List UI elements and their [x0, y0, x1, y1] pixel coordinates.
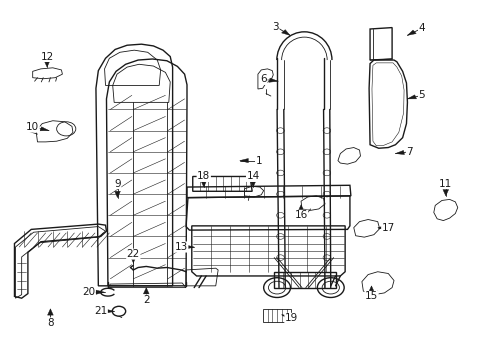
- Polygon shape: [407, 95, 416, 99]
- Text: 3: 3: [272, 22, 278, 32]
- Bar: [262, 310, 290, 322]
- Polygon shape: [40, 127, 49, 131]
- Text: 4: 4: [418, 23, 424, 33]
- Polygon shape: [281, 315, 290, 320]
- Polygon shape: [407, 30, 415, 35]
- Polygon shape: [143, 288, 149, 294]
- Polygon shape: [268, 78, 278, 82]
- Text: 18: 18: [197, 171, 210, 181]
- Polygon shape: [44, 61, 50, 67]
- Text: 8: 8: [47, 318, 54, 328]
- Text: 17: 17: [381, 222, 394, 233]
- Polygon shape: [185, 245, 194, 249]
- Polygon shape: [47, 309, 53, 315]
- Polygon shape: [395, 150, 404, 154]
- Text: 9: 9: [114, 179, 121, 189]
- Text: 7: 7: [406, 147, 412, 157]
- Polygon shape: [377, 225, 386, 230]
- Text: 10: 10: [26, 122, 39, 132]
- Polygon shape: [96, 290, 104, 294]
- Polygon shape: [281, 30, 289, 35]
- Polygon shape: [298, 205, 304, 211]
- Polygon shape: [114, 191, 120, 198]
- Text: 22: 22: [126, 249, 140, 259]
- Polygon shape: [368, 286, 374, 292]
- Text: 2: 2: [142, 295, 149, 305]
- Text: 11: 11: [438, 179, 451, 189]
- Polygon shape: [250, 181, 256, 187]
- Text: 12: 12: [41, 51, 54, 62]
- Text: 15: 15: [364, 292, 377, 301]
- Polygon shape: [442, 189, 447, 196]
- Text: 21: 21: [94, 306, 107, 316]
- Polygon shape: [201, 181, 206, 187]
- Text: 5: 5: [418, 90, 424, 100]
- Text: 20: 20: [82, 287, 95, 297]
- Text: 16: 16: [294, 210, 307, 220]
- Polygon shape: [239, 158, 248, 163]
- Text: 6: 6: [260, 75, 266, 85]
- Text: 19: 19: [284, 313, 298, 323]
- Polygon shape: [105, 309, 114, 313]
- Text: 1: 1: [255, 156, 262, 166]
- Text: 14: 14: [246, 171, 259, 181]
- Polygon shape: [130, 257, 136, 263]
- Bar: [274, 272, 335, 288]
- Text: 13: 13: [174, 242, 187, 252]
